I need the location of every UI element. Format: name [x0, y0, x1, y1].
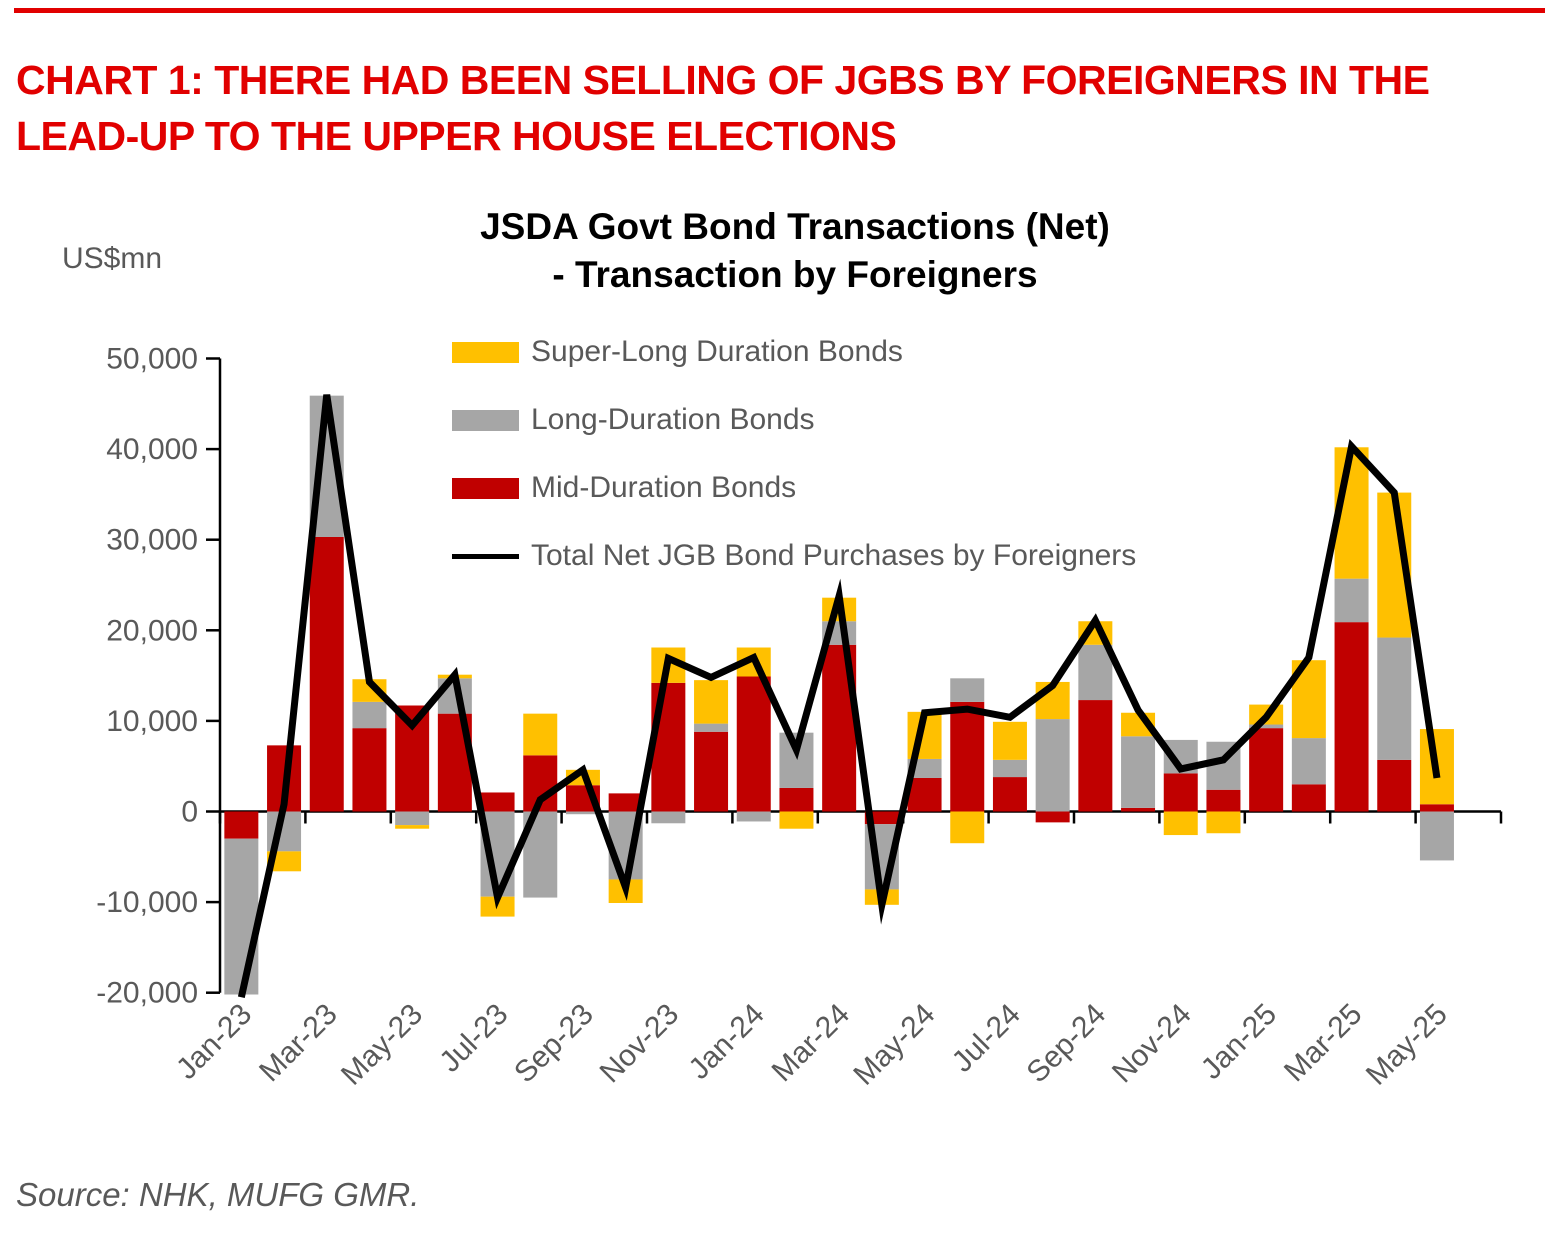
legend-swatch-total-line [452, 553, 519, 559]
bar-segment-long-duration-bonds [1334, 578, 1369, 623]
x-tick-label: May-24 [847, 998, 941, 1092]
bar-segment-super-long-duration-bonds [480, 896, 515, 917]
bar-segment-long-duration-bonds [224, 838, 259, 995]
y-tick-label: 20,000 [106, 614, 198, 647]
bar-segment-mid-duration-bonds [1419, 804, 1454, 812]
x-tick-label: Jan-25 [1195, 998, 1283, 1086]
chart-title-line1: JSDA Govt Bond Transactions (Net) [480, 206, 1110, 247]
y-tick-label: -10,000 [96, 886, 198, 919]
legend-swatch-long [452, 409, 519, 431]
bar-segment-long-duration-bonds [992, 759, 1027, 778]
y-tick-label: -20,000 [96, 977, 198, 1010]
bar-segment-mid-duration-bonds [480, 792, 515, 812]
bar-segment-long-duration-bonds [1377, 637, 1412, 760]
bar-segment-mid-duration-bonds [224, 811, 259, 839]
bar-segment-long-duration-bonds [651, 811, 686, 824]
bar-segment-mid-duration-bonds [950, 701, 985, 812]
page-title-line2: LEAD-UP TO THE UPPER HOUSE ELECTIONS [16, 113, 897, 159]
bar-segment-mid-duration-bonds [309, 536, 344, 812]
bar-segment-long-duration-bonds [1291, 738, 1326, 785]
bar-segment-long-duration-bonds [950, 678, 985, 702]
bar-segment-mid-duration-bonds [736, 676, 771, 812]
bar-segment-mid-duration-bonds [1291, 784, 1326, 812]
bar-segment-super-long-duration-bonds [523, 713, 558, 756]
x-tick-label: Mar-25 [1278, 998, 1369, 1089]
x-tick-label: May-25 [1360, 998, 1454, 1092]
bar-segment-super-long-duration-bonds [352, 679, 387, 702]
bar-segment-super-long-duration-bonds [1163, 811, 1198, 836]
bar-segment-mid-duration-bonds [1078, 700, 1113, 812]
x-tick-label: May-23 [335, 998, 429, 1092]
x-tick-label: Mar-24 [766, 998, 857, 1089]
y-axis-unit-label: US$mn [62, 242, 163, 275]
bar-segment-super-long-duration-bonds [1206, 811, 1241, 834]
legend-item-super-long: Super-Long Duration Bonds [452, 334, 903, 370]
legend-label-super-long: Super-Long Duration Bonds [531, 335, 903, 368]
bar-segment-long-duration-bonds [395, 811, 430, 826]
bar-segment-super-long-duration-bonds [779, 811, 814, 829]
legend-item-total-line: Total Net JGB Bond Purchases by Foreigne… [452, 538, 1136, 574]
x-tick-label: Nov-24 [1106, 998, 1198, 1090]
bar-segment-mid-duration-bonds [694, 731, 729, 812]
bar-segment-mid-duration-bonds [1377, 759, 1412, 812]
bar-segment-super-long-duration-bonds [395, 825, 430, 829]
bar-segment-mid-duration-bonds [1206, 789, 1241, 812]
bar-segment-mid-duration-bonds [1163, 773, 1198, 812]
legend-label-total-line: Total Net JGB Bond Purchases by Foreigne… [531, 539, 1137, 572]
header-rule [14, 8, 1545, 13]
bar-segment-long-duration-bonds [1121, 736, 1156, 808]
bar-segment-super-long-duration-bonds [992, 721, 1027, 760]
total-net-line [237, 394, 1441, 998]
source-note: Source: NHK, MUFG GMR. [16, 1176, 420, 1213]
x-tick-label: Nov-23 [594, 998, 686, 1090]
legend-item-long: Long-Duration Bonds [452, 402, 815, 438]
bar-segment-long-duration-bonds [736, 811, 771, 822]
page-title: CHART 1: THERE HAD BEEN SELLING OF JGBS … [16, 52, 1516, 164]
bar-segment-mid-duration-bonds [779, 787, 814, 812]
chart-title: JSDA Govt Bond Transactions (Net) - Tran… [320, 203, 1270, 299]
bar-segment-long-duration-bonds [1035, 719, 1070, 812]
bar-segment-mid-duration-bonds [1334, 622, 1369, 812]
y-tick-label: 50,000 [106, 343, 198, 376]
legend-item-mid: Mid-Duration Bonds [452, 470, 796, 506]
bar-segment-super-long-duration-bonds [694, 680, 729, 724]
bar-segment-mid-duration-bonds [907, 777, 942, 812]
legend-swatch-super-long [452, 341, 519, 363]
x-tick-label: Jul-23 [433, 998, 514, 1079]
y-tick-label: 0 [181, 796, 198, 829]
x-tick-label: Mar-23 [253, 998, 344, 1089]
bar-segment-long-duration-bonds [565, 811, 600, 815]
bar-segment-mid-duration-bonds [1121, 807, 1156, 812]
chart-title-line2: - Transaction by Foreigners [552, 254, 1038, 295]
bar-segment-mid-duration-bonds [608, 793, 643, 812]
x-tick-label: Jan-24 [682, 998, 770, 1086]
legend-label-long: Long-Duration Bonds [531, 403, 815, 436]
bar-segment-long-duration-bonds [1078, 644, 1113, 701]
x-tick-label: Sep-23 [508, 998, 600, 1090]
bar-segment-long-duration-bonds [1419, 811, 1454, 861]
y-tick-label: 40,000 [106, 433, 198, 466]
bar-segment-mid-duration-bonds [992, 777, 1027, 812]
bar-segment-long-duration-bonds [694, 723, 729, 732]
x-tick-label: Jul-24 [946, 998, 1027, 1079]
page-title-line1: CHART 1: THERE HAD BEEN SELLING OF JGBS … [16, 57, 1430, 103]
bar-segment-super-long-duration-bonds [950, 811, 985, 844]
bar-segment-mid-duration-bonds [352, 728, 387, 812]
legend-swatch-mid [452, 477, 519, 499]
bar-segment-long-duration-bonds [1249, 724, 1284, 729]
y-tick-label: 30,000 [106, 524, 198, 557]
bar-segment-mid-duration-bonds [1249, 728, 1284, 812]
x-tick-label: Jan-23 [170, 998, 258, 1086]
legend-label-mid: Mid-Duration Bonds [531, 471, 797, 504]
x-tick-label: Sep-24 [1021, 998, 1113, 1090]
y-tick-label: 10,000 [106, 705, 198, 738]
bar-segment-mid-duration-bonds [651, 682, 686, 812]
bar-segment-mid-duration-bonds [1035, 811, 1070, 823]
bar-segment-long-duration-bonds [352, 701, 387, 729]
